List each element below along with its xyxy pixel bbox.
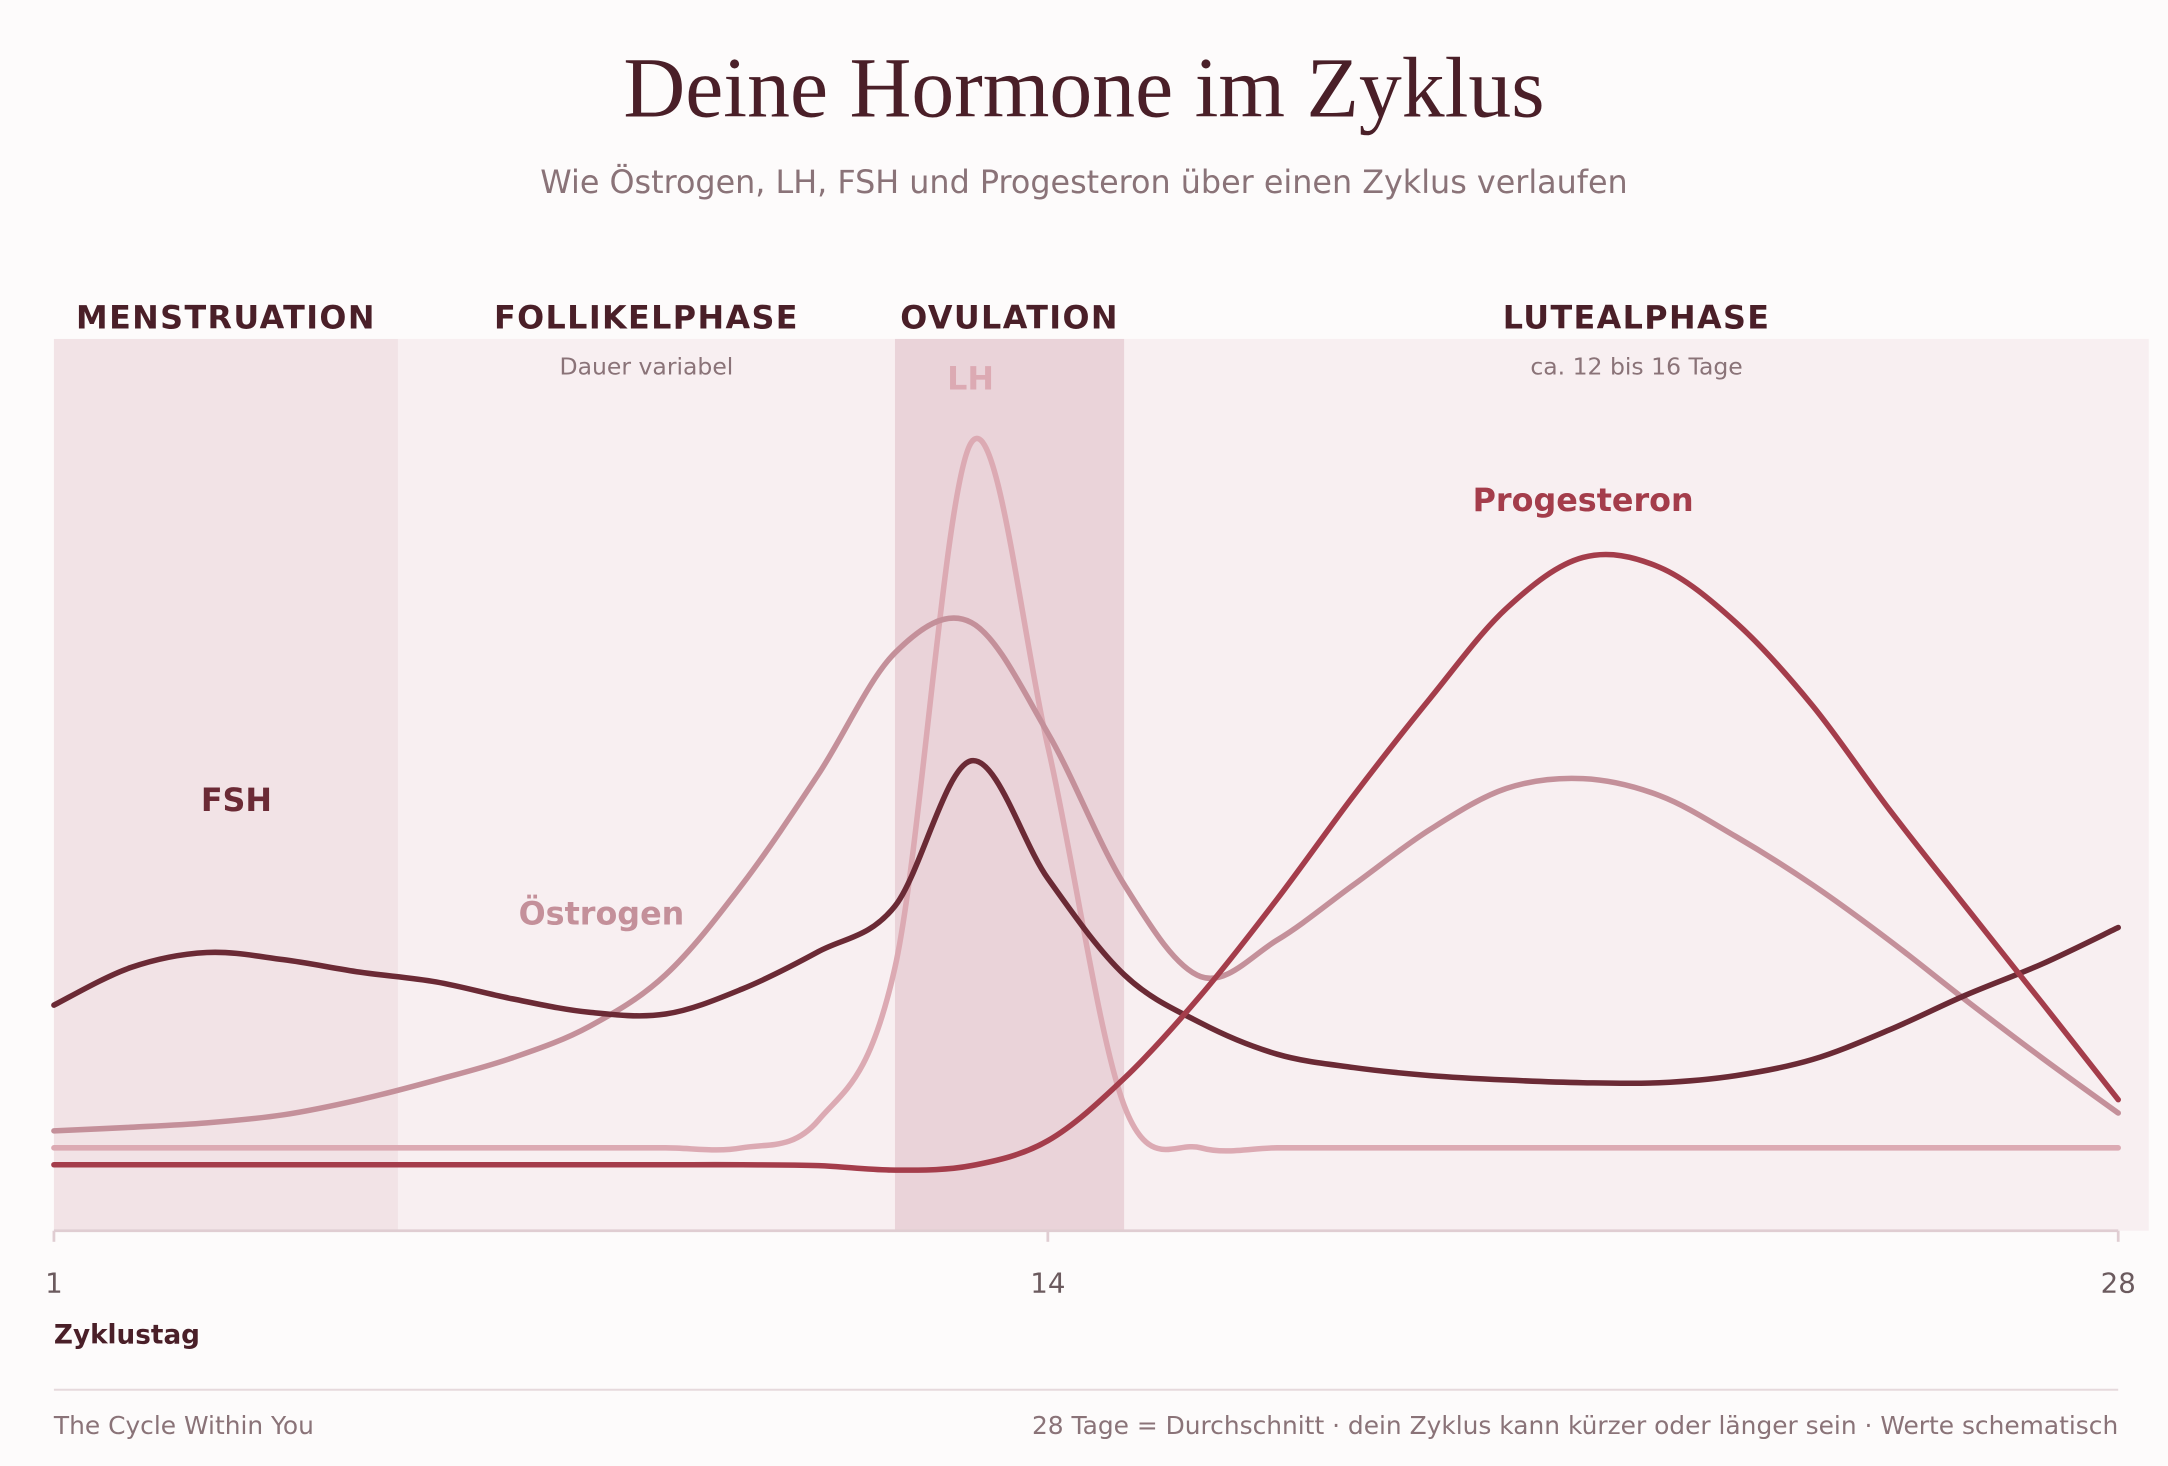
phase-bands: MENSTRUATION FOLLIKELPHASE Dauer variabel O… (53, 300, 2149, 1231)
series-label: Östrogen (519, 895, 685, 933)
plot: 1 14 28 LH Östrogen FSH Progesteron (45, 360, 2136, 1299)
series-label: LH (947, 360, 994, 397)
phase-label: FOLLIKELPHASE (494, 300, 799, 337)
chart-subtitle: Wie Östrogen, LH, FSH und Progesteron üb… (540, 163, 1627, 201)
footer-left: The Cycle Within You (53, 1411, 314, 1440)
phase-note: Dauer variabel (560, 352, 734, 380)
series-label: Progesteron (1473, 482, 1694, 519)
x-tick-label: 14 (1030, 1267, 1065, 1300)
phase-band (397, 338, 895, 1231)
phase-label: LUTEALPHASE (1503, 300, 1771, 337)
series-label: FSH (201, 782, 272, 819)
hormone-line (51, 615, 2121, 1134)
x-axis-label: Zyklustag (54, 1320, 200, 1350)
phase-note: ca. 12 bis 16 Tage (1530, 352, 1742, 380)
hormone-line (51, 758, 2121, 1087)
phase-band (53, 338, 398, 1231)
chart-title: Deine Hormone im Zyklus (623, 41, 1544, 136)
hormone-line (51, 551, 2121, 1173)
x-tick-label: 1 (45, 1267, 63, 1300)
hormone-line (51, 436, 2121, 1154)
x-tick-label: 28 (2101, 1267, 2136, 1300)
phase-band (894, 338, 1125, 1231)
phase-band (1124, 338, 2149, 1231)
phase-label: OVULATION (900, 300, 1119, 337)
phase-label: MENSTRUATION (76, 300, 376, 337)
footer-right: 28 Tage = Durchschnitt · dein Zyklus kan… (1032, 1411, 2118, 1440)
